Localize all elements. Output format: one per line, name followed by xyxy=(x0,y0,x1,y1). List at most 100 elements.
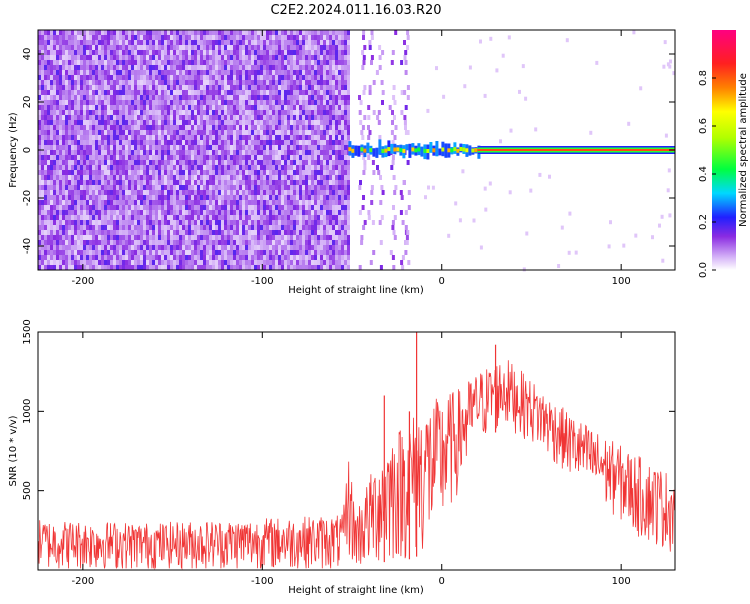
spectrogram-cell xyxy=(179,205,182,210)
spectrogram-cell xyxy=(113,170,116,175)
spectrogram-cell xyxy=(62,45,65,50)
spectrogram-cell xyxy=(128,115,131,120)
spectrogram-cell xyxy=(200,180,203,185)
spectrogram-cell xyxy=(95,185,98,190)
spectrogram-cell xyxy=(164,50,167,55)
spectrogram-cell xyxy=(146,250,149,255)
spectrogram-cell xyxy=(98,195,101,200)
spectrogram-cell xyxy=(161,125,164,130)
spectrogram-cell xyxy=(149,65,152,70)
spectrogram-cell xyxy=(155,250,158,255)
spectrogram-cell xyxy=(245,255,248,260)
spectrogram-cell xyxy=(71,180,74,185)
spectrogram-cell xyxy=(329,230,332,235)
spectrogram-cell xyxy=(221,45,224,50)
spectrogram-cell xyxy=(83,30,86,35)
spectrogram-cell xyxy=(218,160,221,165)
spectrogram-cell xyxy=(326,265,329,270)
spectrogram-cell xyxy=(152,225,155,230)
spectrogram-cell xyxy=(215,50,218,55)
spectrogram-cell xyxy=(53,75,56,80)
spectrogram-cell xyxy=(50,70,53,75)
spectrogram-cell xyxy=(167,60,170,65)
spectrogram-cell xyxy=(293,55,296,60)
spectrogram-cell xyxy=(305,75,308,80)
spectrogram-cell xyxy=(332,40,335,45)
spectrogram-cell xyxy=(119,90,122,95)
spectrogram-cell xyxy=(71,250,74,255)
spectrogram-cell xyxy=(119,230,122,235)
spectrogram-cell xyxy=(221,250,224,255)
spectrogram-cell xyxy=(200,80,203,85)
spectrogram-cell xyxy=(296,45,299,50)
spectrogram-cell xyxy=(173,230,176,235)
spectrogram-cell xyxy=(329,205,332,210)
spectrogram-cell xyxy=(62,250,65,255)
spectrogram-cell xyxy=(308,185,311,190)
spectrogram-cell xyxy=(263,30,266,35)
spectrogram-cell xyxy=(158,205,161,210)
spectrogram-cell xyxy=(332,250,335,255)
spectrogram-cell xyxy=(323,80,326,85)
spectrogram-cell xyxy=(314,155,317,160)
spectrogram-cell xyxy=(179,220,182,225)
spectrogram-cell xyxy=(179,30,182,35)
spectrogram-cell xyxy=(155,35,158,40)
spectrogram-cell xyxy=(233,195,236,200)
spectrogram-cell xyxy=(65,110,68,115)
spectrogram-cell xyxy=(254,250,257,255)
spectrogram-cell xyxy=(176,120,179,125)
spectrogram-cell xyxy=(326,245,329,250)
spectrogram-cell xyxy=(338,100,341,105)
spectrogram-cell xyxy=(275,185,278,190)
spectrogram-cell xyxy=(278,245,281,250)
spectrogram-cell xyxy=(347,265,350,270)
spectrogram-cell xyxy=(185,135,188,140)
spectrogram-cell xyxy=(305,220,308,225)
spectrogram-cell xyxy=(167,90,170,95)
spectrogram-cell xyxy=(308,140,311,145)
spectrogram-cell xyxy=(278,135,281,140)
spectrogram-cell xyxy=(233,210,236,215)
spectrogram-cell xyxy=(320,155,323,160)
spectrogram-cell xyxy=(335,130,338,135)
spectrogram-cell xyxy=(329,255,332,260)
spectrogram-cell xyxy=(38,85,41,90)
spectrogram-cell xyxy=(38,125,41,130)
spectrogram-cell xyxy=(131,175,134,180)
spectrogram-cell xyxy=(260,30,263,35)
spectrogram-cell xyxy=(311,195,314,200)
spectrogram-cell xyxy=(245,210,248,215)
spectrogram-cell xyxy=(257,30,260,35)
spectrogram-cell xyxy=(278,170,281,175)
spectrogram-cell xyxy=(47,225,50,230)
spectrogram-cell xyxy=(254,200,257,205)
spectrogram-cell xyxy=(149,180,152,185)
spectrogram-cell xyxy=(167,65,170,70)
spectrogram-cell xyxy=(239,85,242,90)
spectrogram-cell xyxy=(167,70,170,75)
spectrogram-cell xyxy=(38,235,41,240)
spectrogram-cell xyxy=(56,80,59,85)
spectrogram-cell xyxy=(59,125,62,130)
spectrogram-cell xyxy=(230,100,233,105)
spectrogram-cell xyxy=(332,120,335,125)
spectrogram-cell xyxy=(119,40,122,45)
spectrogram-cell xyxy=(59,165,62,170)
spectrogram-cell xyxy=(302,110,305,115)
spectrogram-cell xyxy=(335,200,338,205)
spectrogram-cell xyxy=(95,265,98,270)
spectrogram-cell xyxy=(173,215,176,220)
spectrogram-cell xyxy=(251,245,254,250)
spectrogram-cell xyxy=(113,225,116,230)
spectrogram-cell xyxy=(104,75,107,80)
spectrogram-cell xyxy=(116,145,119,150)
spectrogram-cell xyxy=(164,60,167,65)
spectrogram-cell xyxy=(146,35,149,40)
spectrogram-cell xyxy=(308,170,311,175)
spectrogram-cell xyxy=(116,150,119,155)
spectrogram-cell xyxy=(317,180,320,185)
spectrogram-cell xyxy=(140,210,143,215)
spectrogram-cell xyxy=(185,95,188,100)
spectrogram-cell xyxy=(167,145,170,150)
